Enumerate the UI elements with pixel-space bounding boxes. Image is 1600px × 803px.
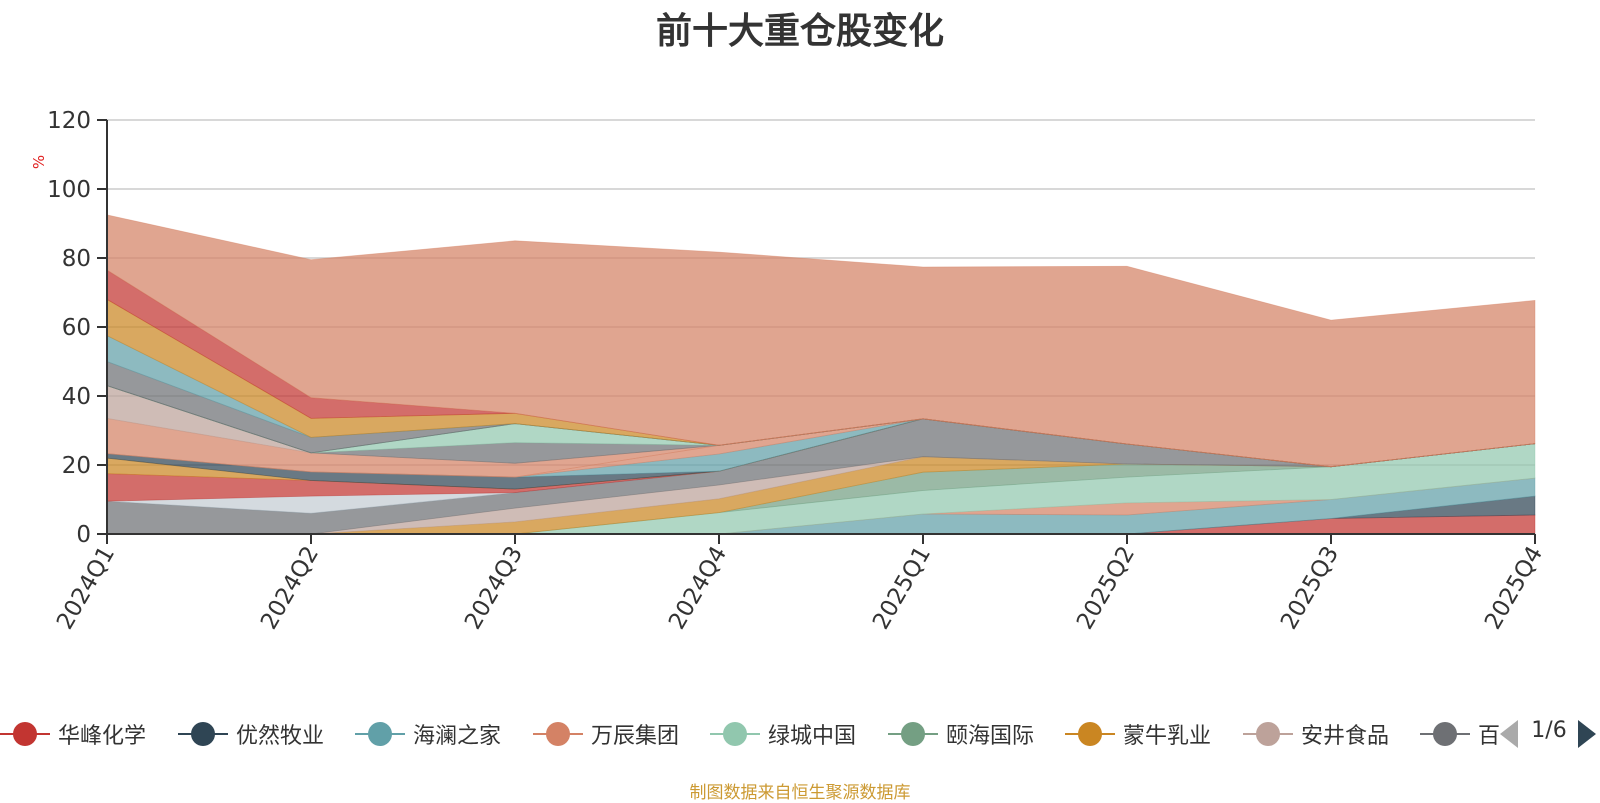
legend-marker-icon	[355, 719, 405, 749]
legend-item[interactable]: 安井食品	[1243, 712, 1389, 756]
x-tick-label: 2024Q4	[664, 542, 732, 634]
legend-marker-icon	[1065, 719, 1115, 749]
legend: 华峰化学 优然牧业 海澜之家 万辰集团 绿城中国 颐海国际 蒙牛乳业 安井食品 百	[0, 712, 1500, 756]
legend-label: 绿城中国	[768, 724, 857, 749]
legend-marker-icon	[0, 719, 50, 749]
y-tick-label: 40	[62, 384, 91, 410]
legend-marker-icon	[1420, 719, 1470, 749]
legend-item[interactable]: 海澜之家	[355, 712, 501, 756]
legend-label: 安井食品	[1301, 724, 1390, 749]
legend-item[interactable]: 颐海国际	[888, 712, 1034, 756]
x-tick-label: 2025Q4	[1480, 542, 1548, 634]
legend-label: 颐海国际	[946, 724, 1035, 749]
x-tick-label: 2025Q1	[868, 542, 936, 634]
legend-item[interactable]: 蒙牛乳业	[1065, 712, 1211, 756]
legend-next-page-icon[interactable]	[1578, 720, 1596, 748]
data-source-note: 制图数据来自恒生聚源数据库	[689, 783, 911, 803]
legend-item[interactable]: 优然牧业	[178, 712, 324, 756]
legend-label: 蒙牛乳业	[1123, 724, 1212, 749]
x-tick-label: 2025Q3	[1276, 542, 1344, 634]
legend-label: 海澜之家	[413, 724, 502, 749]
legend-marker-icon	[178, 719, 228, 749]
legend-item[interactable]: 百	[1420, 712, 1500, 756]
legend-marker-icon	[533, 719, 583, 749]
y-tick-label: 20	[62, 453, 91, 479]
y-tick-label: 80	[62, 246, 91, 272]
legend-pager: 1/6	[1500, 716, 1600, 752]
legend-marker-icon	[1243, 719, 1293, 749]
legend-marker-icon	[710, 719, 760, 749]
legend-prev-page-icon[interactable]	[1500, 720, 1518, 748]
area-滔搏	[106, 214, 1536, 468]
legend-label: 万辰集团	[591, 724, 680, 749]
legend-label: 华峰化学	[58, 724, 147, 749]
legend-marker-icon	[888, 719, 938, 749]
x-tick-label: 2024Q1	[52, 542, 120, 634]
y-tick-label: 120	[47, 108, 91, 134]
legend-item[interactable]: 华峰化学	[0, 712, 146, 756]
y-tick-label: 60	[62, 315, 91, 341]
legend-label: 百	[1478, 724, 1500, 749]
x-tick-label: 2024Q2	[256, 542, 324, 634]
x-tick-label: 2024Q3	[460, 542, 528, 634]
legend-item[interactable]: 绿城中国	[710, 712, 856, 756]
y-tick-label: 0	[76, 522, 91, 548]
legend-label: 优然牧业	[236, 724, 325, 749]
area-series	[106, 214, 1536, 535]
chart-title: 前十大重仓股变化	[655, 11, 944, 52]
legend-item[interactable]: 万辰集团	[533, 712, 679, 756]
y-axis-unit-label: %	[30, 155, 48, 169]
x-tick-label: 2025Q2	[1072, 542, 1140, 634]
y-tick-label: 100	[47, 177, 91, 203]
legend-page-indicator: 1/6	[1531, 718, 1567, 743]
